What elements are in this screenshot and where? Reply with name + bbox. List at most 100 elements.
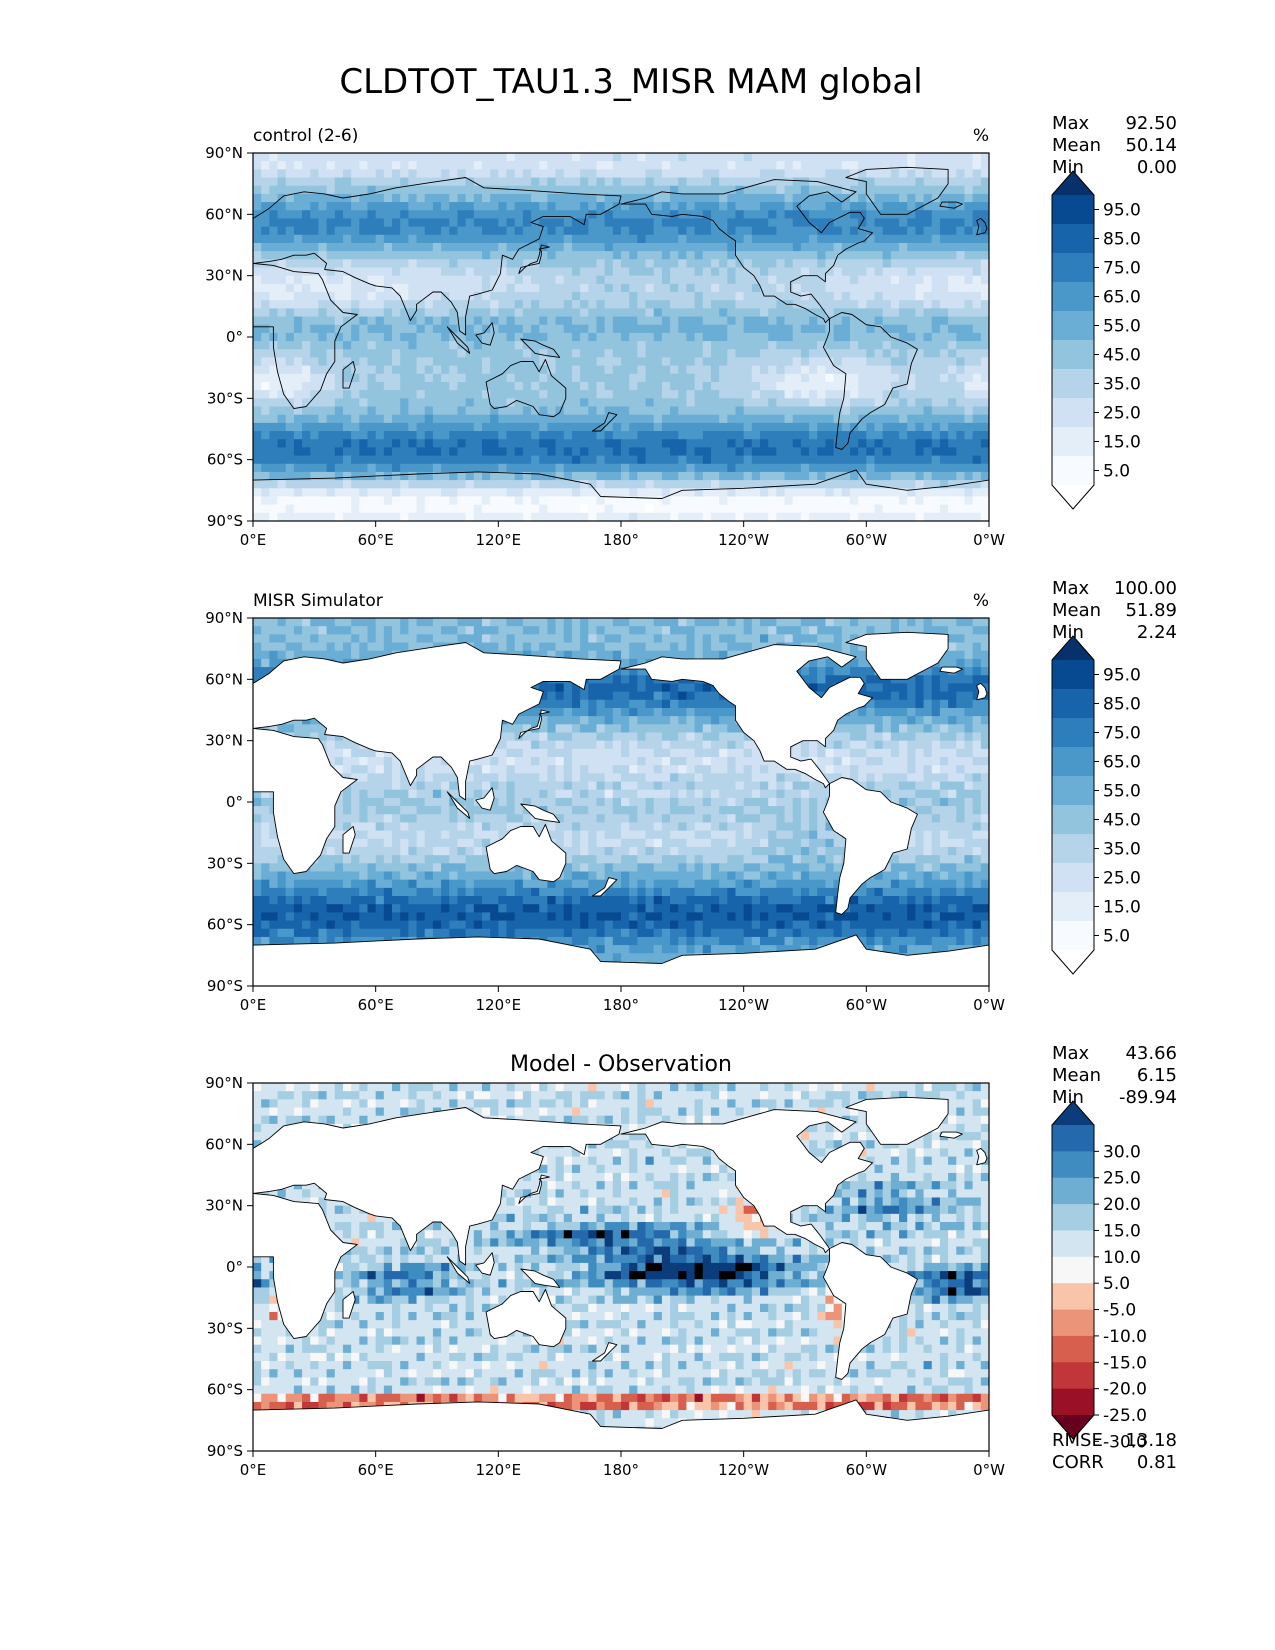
grid-cell	[293, 447, 303, 457]
grid-cell	[670, 210, 679, 220]
grid-cell	[596, 161, 606, 170]
grid-cell	[760, 300, 769, 309]
grid-cell	[392, 398, 401, 408]
grid-cell	[972, 618, 982, 627]
colorbar-control: 95.085.075.065.055.045.035.025.015.05.0	[1051, 170, 1141, 510]
grid-cell	[481, 218, 491, 228]
grid-cell	[727, 316, 737, 326]
grid-cell	[956, 431, 966, 440]
grid-cell	[727, 193, 737, 203]
grid-cell	[964, 431, 974, 440]
grid-cell	[948, 218, 957, 228]
grid-cell	[841, 324, 851, 334]
grid-cell	[490, 259, 499, 269]
grid-cell	[383, 447, 393, 457]
grid-cell	[563, 153, 573, 162]
grid-cell	[849, 406, 859, 416]
grid-cell	[621, 667, 630, 676]
grid-cell	[367, 455, 377, 465]
grid-cell	[326, 177, 336, 187]
grid-cell	[800, 275, 810, 285]
grid-cell	[866, 267, 876, 277]
grid-cell	[710, 341, 720, 350]
grid-cell	[670, 618, 679, 627]
grid-cell	[588, 308, 598, 318]
grid-cell	[596, 357, 606, 367]
grid-cell	[825, 422, 835, 432]
grid-cell	[563, 161, 573, 170]
grid-cell	[702, 431, 712, 440]
grid-cell	[817, 341, 827, 350]
grid-cell	[293, 512, 303, 521]
grid-cell	[809, 341, 818, 350]
grid-cell	[277, 480, 287, 489]
grid-cell	[629, 488, 638, 498]
grid-cell	[980, 234, 989, 244]
grid-cell	[334, 642, 344, 652]
grid-cell	[334, 283, 344, 293]
grid-cell	[661, 365, 671, 375]
grid-cell	[253, 300, 262, 309]
grid-cell	[432, 414, 442, 424]
grid-cell	[735, 177, 745, 187]
grid-cell	[784, 455, 794, 465]
grid-cell	[514, 447, 524, 457]
grid-cell	[261, 267, 270, 277]
grid-cell	[972, 161, 982, 170]
grid-cell	[980, 390, 989, 399]
grid-cell	[531, 202, 540, 211]
grid-cell	[580, 349, 589, 359]
grid-cell	[351, 300, 360, 309]
grid-cell	[800, 431, 810, 440]
grid-cell	[915, 496, 925, 506]
grid-cell	[588, 218, 598, 228]
coastline	[591, 412, 618, 432]
grid-cell	[858, 422, 867, 432]
grid-cell	[923, 275, 933, 285]
grid-cell	[563, 504, 573, 514]
grid-cell	[571, 390, 581, 399]
grid-cell	[858, 431, 867, 440]
grid-cell	[792, 390, 802, 399]
grid-cell	[432, 169, 442, 179]
grid-cell	[629, 504, 638, 514]
grid-cell	[547, 422, 557, 432]
grid-cell	[351, 439, 360, 448]
grid-cell	[931, 381, 941, 391]
grid-cell	[964, 202, 974, 211]
grid-cell	[915, 431, 925, 440]
grid-cell	[253, 267, 262, 277]
grid-cell	[817, 324, 827, 334]
grid-cell	[596, 275, 606, 285]
grid-cell	[629, 390, 638, 399]
grid-cell	[351, 642, 360, 652]
grid-cell	[596, 431, 606, 440]
grid-cell	[841, 169, 851, 179]
grid-cell	[694, 480, 704, 489]
grid-cell	[784, 259, 794, 269]
coastline	[253, 177, 622, 336]
grid-cell	[424, 626, 434, 635]
grid-cell	[310, 202, 320, 211]
grid-cell	[302, 300, 311, 309]
grid-cell	[670, 169, 679, 179]
grid-cell	[719, 349, 728, 359]
grid-cell	[948, 341, 957, 350]
grid-cell	[481, 259, 491, 269]
grid-cell	[866, 161, 876, 170]
grid-cell	[261, 422, 270, 432]
grid-cell	[710, 422, 720, 432]
grid-cell	[424, 292, 434, 301]
grid-cell	[931, 675, 941, 685]
grid-cell	[612, 642, 622, 652]
grid-cell	[441, 626, 450, 635]
grid-cell	[899, 357, 908, 367]
grid-cell	[351, 626, 360, 635]
grid-cell	[939, 431, 949, 440]
grid-cell	[563, 480, 573, 489]
grid-cell	[719, 642, 728, 652]
grid-cell	[522, 316, 532, 326]
grid-cell	[539, 626, 548, 635]
grid-cell	[563, 251, 573, 260]
grid-cell	[253, 324, 262, 334]
